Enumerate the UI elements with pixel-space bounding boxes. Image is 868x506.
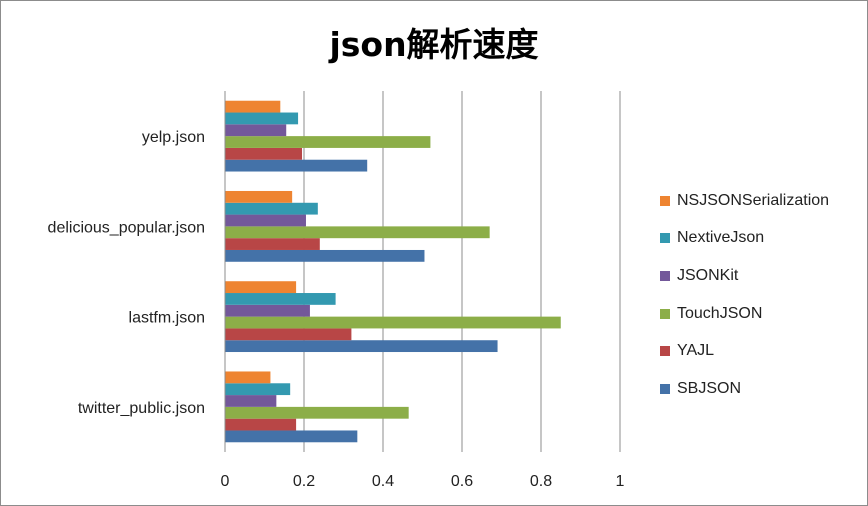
chart-title: json解析速度 [329, 25, 539, 64]
x-tick-label: 0.2 [293, 473, 315, 490]
legend-swatch [660, 346, 670, 357]
legend-label: TouchJSON [677, 304, 763, 322]
bar-yajl [225, 418, 297, 431]
legend-item: NSJSONSerialization [660, 182, 865, 220]
y-tick-label: lastfm.json [129, 310, 205, 327]
bar-yajl [225, 147, 303, 160]
bar-nextivejson [225, 202, 318, 215]
y-tick-label: yelp.json [142, 129, 205, 146]
bar-yajl [225, 238, 320, 250]
bar-nsjsonserialization [225, 100, 281, 113]
bar-jsonkit [225, 124, 287, 137]
bar-sbjson [225, 430, 358, 443]
legend-item: SBJSON [660, 370, 865, 408]
legend-label: SBJSON [677, 379, 742, 397]
bar-nextivejson [225, 112, 299, 125]
x-tick-label: 0.4 [372, 473, 394, 490]
legend-item: NextiveJson [660, 220, 865, 258]
bar-nsjsonserialization [225, 371, 271, 384]
y-tick-label: delicious_popular.json [48, 219, 205, 236]
bar-nsjsonserialization [225, 190, 293, 203]
bar-yajl [225, 328, 352, 341]
bar-touchjson [225, 136, 431, 148]
x-tick-label: 1 [616, 473, 625, 490]
legend-item: TouchJSON [660, 295, 865, 333]
bar-nextivejson [225, 383, 291, 396]
bar-nextivejson [225, 293, 336, 305]
bar-touchjson [225, 316, 561, 329]
bar-jsonkit [225, 395, 277, 407]
bar-jsonkit [225, 214, 306, 227]
legend-swatch [660, 195, 670, 206]
x-tick-label: 0.8 [530, 473, 552, 490]
legend-label: YAJL [677, 342, 715, 360]
x-tick-label: 0 [221, 473, 230, 490]
bar-nsjsonserialization [225, 281, 297, 294]
legend-swatch [660, 270, 670, 281]
bar-sbjson [225, 249, 425, 262]
legend: NSJSONSerialization NextiveJson JSONKit Tou… [660, 182, 865, 408]
y-tick-label: twitter_public.json [78, 400, 205, 417]
legend-label: NextiveJson [677, 229, 765, 247]
bar-sbjson [225, 159, 368, 172]
legend-swatch [660, 308, 670, 319]
bar-touchjson [225, 406, 409, 419]
bar-jsonkit [225, 304, 310, 317]
legend-item: YAJL [660, 332, 865, 370]
legend-label: NSJSONSerialization [677, 191, 830, 209]
legend-item: JSONKit [660, 257, 865, 295]
legend-swatch [660, 233, 670, 244]
bar-touchjson [225, 226, 490, 239]
bar-sbjson [225, 340, 498, 353]
x-tick-label: 0.6 [451, 473, 473, 490]
legend-swatch [660, 383, 670, 394]
legend-label: JSONKit [677, 266, 739, 284]
